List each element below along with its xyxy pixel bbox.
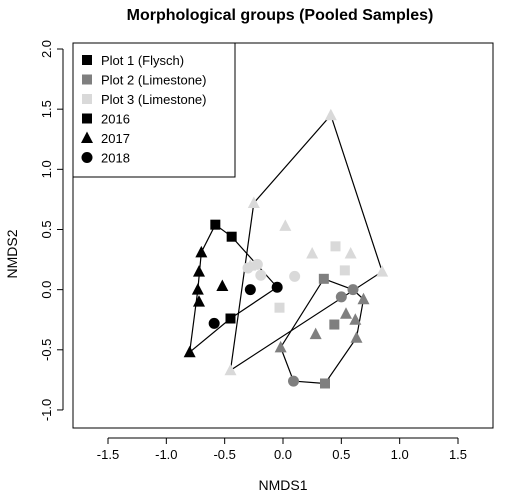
point-plot1-2017	[195, 245, 208, 258]
point-plot1-2018	[271, 281, 283, 293]
point-plot1-2016	[225, 313, 236, 324]
point-plot1-2016	[226, 231, 237, 242]
legend-label: Plot 3 (Limestone)	[101, 92, 207, 107]
legend-label: 2017	[101, 131, 130, 146]
legend: Plot 1 (Flysch) Plot 2 (Limestone) Plot 3 …	[72, 42, 236, 178]
hull-plot-1	[188, 223, 279, 354]
point-plot1-2017	[183, 345, 196, 358]
point-plot3-2017	[279, 219, 292, 231]
legend-marker-triangle	[81, 131, 93, 143]
x-axis-label: NMDS1	[258, 477, 307, 493]
point-plot2-2016	[329, 319, 340, 330]
legend-label: 2018	[101, 151, 130, 166]
point-plot2-2017	[357, 292, 370, 305]
point-plot2-2017	[274, 340, 287, 353]
y-axis-label: NMDS2	[4, 229, 20, 278]
point-plot2-2016	[320, 378, 330, 389]
plot-frame	[72, 42, 494, 429]
point-plot3-2018	[289, 270, 301, 282]
legend-label: Plot 2 (Limestone)	[101, 73, 207, 88]
y-tick-label: 0.0	[39, 281, 54, 299]
point-plot2-2017	[340, 307, 352, 319]
point-plot3-2016	[339, 265, 350, 276]
point-plot2-2018	[335, 291, 347, 303]
x-tick-label: 1.0	[391, 447, 409, 462]
point-plot3-2017	[376, 265, 389, 277]
x-tick-label: 1.5	[449, 447, 467, 462]
point-plot1-2017	[193, 265, 205, 277]
y-tick-label: 1.5	[39, 100, 54, 118]
point-plot2-2018	[288, 375, 299, 387]
legend-marker-square	[82, 74, 92, 85]
point-plot2-2017	[350, 331, 363, 343]
legend-label: 2016	[101, 112, 130, 127]
point-plot3-2017	[324, 108, 337, 121]
legend-label: Plot 1 (Flysch)	[101, 53, 184, 68]
point-plot2-2017	[349, 313, 362, 325]
axes: -1.5 -1.0 -0.5 0.0 0.5 1.0 1.5 -1.0 -0.5 0.0 0.5 1.…	[39, 40, 494, 462]
point-plot3-2018	[242, 262, 254, 274]
point-plot3-2017	[306, 247, 319, 259]
legend-marker-square	[82, 113, 92, 124]
legend-marker-square	[82, 55, 92, 65]
x-tick-label: -0.5	[213, 447, 235, 462]
legend-box	[72, 42, 236, 178]
point-plot3-2016	[274, 302, 285, 313]
x-tick-label: -1.0	[155, 447, 177, 462]
chart-title: Morphological groups (Pooled Samples)	[127, 7, 434, 24]
point-plot3-2017	[224, 363, 237, 376]
point-plot1-2018	[244, 284, 256, 296]
point-plot1-2017	[193, 295, 205, 307]
point-plot1-2017	[216, 279, 229, 292]
legend-marker-circle	[81, 152, 93, 163]
x-tick-label: 0.5	[332, 447, 350, 462]
y-tick-label: 2.0	[39, 40, 54, 58]
point-plot3-2017	[247, 196, 260, 209]
data-points	[183, 108, 389, 389]
x-tick-label: -1.5	[97, 447, 119, 462]
point-plot3-2018	[255, 269, 267, 281]
y-tick-label: -0.5	[39, 339, 54, 361]
point-plot1-2017	[191, 283, 204, 295]
point-plot1-2016	[210, 219, 221, 230]
legend-marker-square	[82, 94, 92, 104]
x-tick-label: 0.0	[274, 447, 292, 462]
point-plot3-2017	[344, 247, 357, 259]
point-plot1-2018	[208, 317, 220, 329]
point-plot3-2016	[330, 241, 341, 252]
y-tick-label: -1.0	[39, 399, 54, 421]
point-plot2-2018	[347, 284, 359, 296]
y-tick-label: 1.0	[39, 160, 54, 178]
point-plot3-2018	[251, 258, 263, 270]
point-plot2-2016	[318, 273, 329, 284]
hull-plot-3	[229, 114, 383, 372]
point-plot2-2017	[309, 327, 322, 340]
y-tick-label: 0.5	[39, 220, 54, 238]
